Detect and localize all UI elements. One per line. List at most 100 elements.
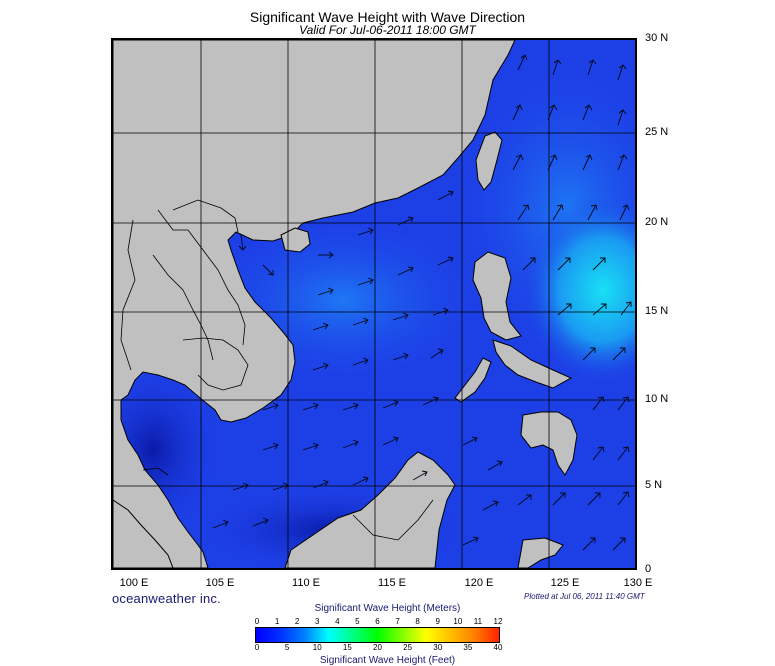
colorbar-meter-tick: 11 bbox=[473, 617, 483, 626]
wave-arrow bbox=[397, 266, 414, 276]
wave-arrow bbox=[517, 494, 532, 506]
colorbar-meter-tick: 5 bbox=[355, 617, 360, 626]
colorbar-feet-tick: 40 bbox=[493, 643, 503, 652]
land-luzon bbox=[472, 251, 522, 341]
wave-arrow bbox=[512, 104, 523, 121]
wave-arrow bbox=[547, 104, 558, 121]
wave-arrow bbox=[437, 190, 454, 201]
wave-arrow bbox=[592, 396, 605, 411]
map-subtitle: Valid For Jul-06-2011 18:00 GMT bbox=[299, 23, 476, 37]
border-thailand-laos bbox=[152, 254, 214, 361]
colorbar-title: Significant Wave Height (Meters) bbox=[314, 603, 461, 614]
colorbar-feet-tick: 0 bbox=[254, 643, 260, 652]
wave-arrow bbox=[517, 204, 530, 221]
wave-arrow bbox=[587, 204, 598, 221]
wave-arrow bbox=[557, 303, 572, 316]
wave-direction-arrows bbox=[212, 54, 632, 551]
wave-arrow bbox=[382, 399, 399, 409]
wave-arrow bbox=[482, 500, 499, 511]
border-malaysia-thailand bbox=[142, 467, 169, 476]
wave-arrow bbox=[437, 256, 454, 266]
land-sumatra bbox=[113, 499, 174, 568]
wave-arrow bbox=[302, 442, 319, 451]
wave-arrow bbox=[252, 517, 269, 527]
wave-arrow bbox=[592, 446, 605, 461]
border-laos-vietnam bbox=[187, 229, 246, 346]
wave-arrow bbox=[412, 470, 428, 481]
wave-arrow bbox=[312, 322, 329, 331]
wave-arrow bbox=[397, 216, 414, 226]
border-cambodia bbox=[182, 337, 249, 391]
border-borneo bbox=[352, 499, 434, 541]
wave-arrow bbox=[352, 357, 369, 366]
colorbar-feet-tick: 30 bbox=[433, 643, 443, 652]
lat-label-30n: 30 N bbox=[645, 32, 669, 44]
colorbar-meter-tick: 6 bbox=[375, 617, 380, 626]
lat-label-0: 0 bbox=[645, 563, 652, 575]
wave-arrow bbox=[582, 347, 596, 361]
wave-arrow bbox=[462, 536, 479, 546]
wave-arrow bbox=[582, 104, 593, 121]
wave-arrow bbox=[587, 492, 601, 506]
land-borneo bbox=[284, 451, 456, 568]
land-taiwan bbox=[475, 131, 503, 191]
colorbar-feet-tick: 20 bbox=[373, 643, 382, 652]
colorbar bbox=[255, 627, 500, 643]
wave-arrow bbox=[212, 519, 229, 529]
wave-arrow bbox=[382, 436, 399, 446]
wave-arrow bbox=[342, 439, 359, 449]
plotted-timestamp: Plotted at Jul 06, 2011 11:40 GMT bbox=[524, 592, 645, 601]
wave-arrow bbox=[592, 303, 607, 316]
wave-arrow bbox=[582, 154, 593, 171]
colorbar-feet-tick: 5 bbox=[284, 643, 290, 652]
wave-arrow bbox=[232, 482, 249, 491]
wave-arrow bbox=[582, 537, 596, 551]
colorbar-meter-tick: 7 bbox=[395, 617, 400, 626]
wave-arrow bbox=[552, 59, 562, 76]
lon-label-100e: 100 E bbox=[119, 577, 149, 589]
land-palawan bbox=[454, 357, 492, 403]
wave-arrow bbox=[617, 446, 630, 461]
wave-arrow bbox=[557, 257, 571, 271]
lon-label-130e: 130 E bbox=[623, 577, 653, 589]
wave-arrow bbox=[272, 482, 289, 491]
lon-label-110e: 110 E bbox=[292, 577, 320, 589]
lat-label-15n: 15 N bbox=[645, 305, 669, 317]
wave-arrow bbox=[262, 264, 274, 276]
land-visayas bbox=[492, 339, 573, 389]
lon-label-105e: 105 E bbox=[205, 577, 235, 589]
lat-label-25n: 25 N bbox=[645, 126, 669, 138]
lat-label-10n: 10 N bbox=[645, 393, 669, 405]
wave-arrow bbox=[619, 204, 630, 221]
lon-label-120e: 120 E bbox=[464, 577, 494, 589]
lat-label-20n: 20 N bbox=[645, 216, 669, 228]
wave-arrow bbox=[357, 227, 374, 236]
wave-arrow bbox=[352, 317, 369, 326]
wave-arrow bbox=[392, 312, 409, 321]
wave-arrow bbox=[620, 301, 632, 316]
colorbar-feet-tick: 15 bbox=[342, 643, 352, 652]
colorbar-meter-tick: 10 bbox=[453, 617, 463, 626]
wave-arrow bbox=[587, 59, 597, 76]
wave-arrow bbox=[392, 352, 409, 361]
colorbar-feet-tick: 35 bbox=[463, 643, 473, 652]
wave-arrow bbox=[592, 257, 606, 271]
lon-label-125e: 125 E bbox=[550, 577, 580, 589]
colorbar-meter-tick: 8 bbox=[415, 617, 420, 626]
wave-arrow bbox=[617, 491, 630, 506]
land-mainland-asia bbox=[113, 40, 516, 568]
wave-map bbox=[111, 38, 637, 570]
wave-arrow bbox=[262, 402, 279, 411]
wave-arrow bbox=[552, 204, 564, 221]
colorbar-meter-tick: 4 bbox=[335, 617, 340, 626]
wave-arrow bbox=[617, 64, 627, 81]
lat-label-5n: 5 N bbox=[645, 479, 663, 491]
colorbar-meter-tick: 9 bbox=[435, 617, 440, 626]
wave-arrow bbox=[617, 154, 628, 171]
wave-arrow bbox=[357, 277, 374, 286]
lon-label-115e: 115 E bbox=[378, 577, 406, 589]
border-china-laos bbox=[157, 209, 188, 231]
wave-arrow bbox=[342, 402, 359, 411]
wave-arrow bbox=[612, 347, 626, 361]
colorbar-meter-tick: 0 bbox=[254, 617, 260, 626]
